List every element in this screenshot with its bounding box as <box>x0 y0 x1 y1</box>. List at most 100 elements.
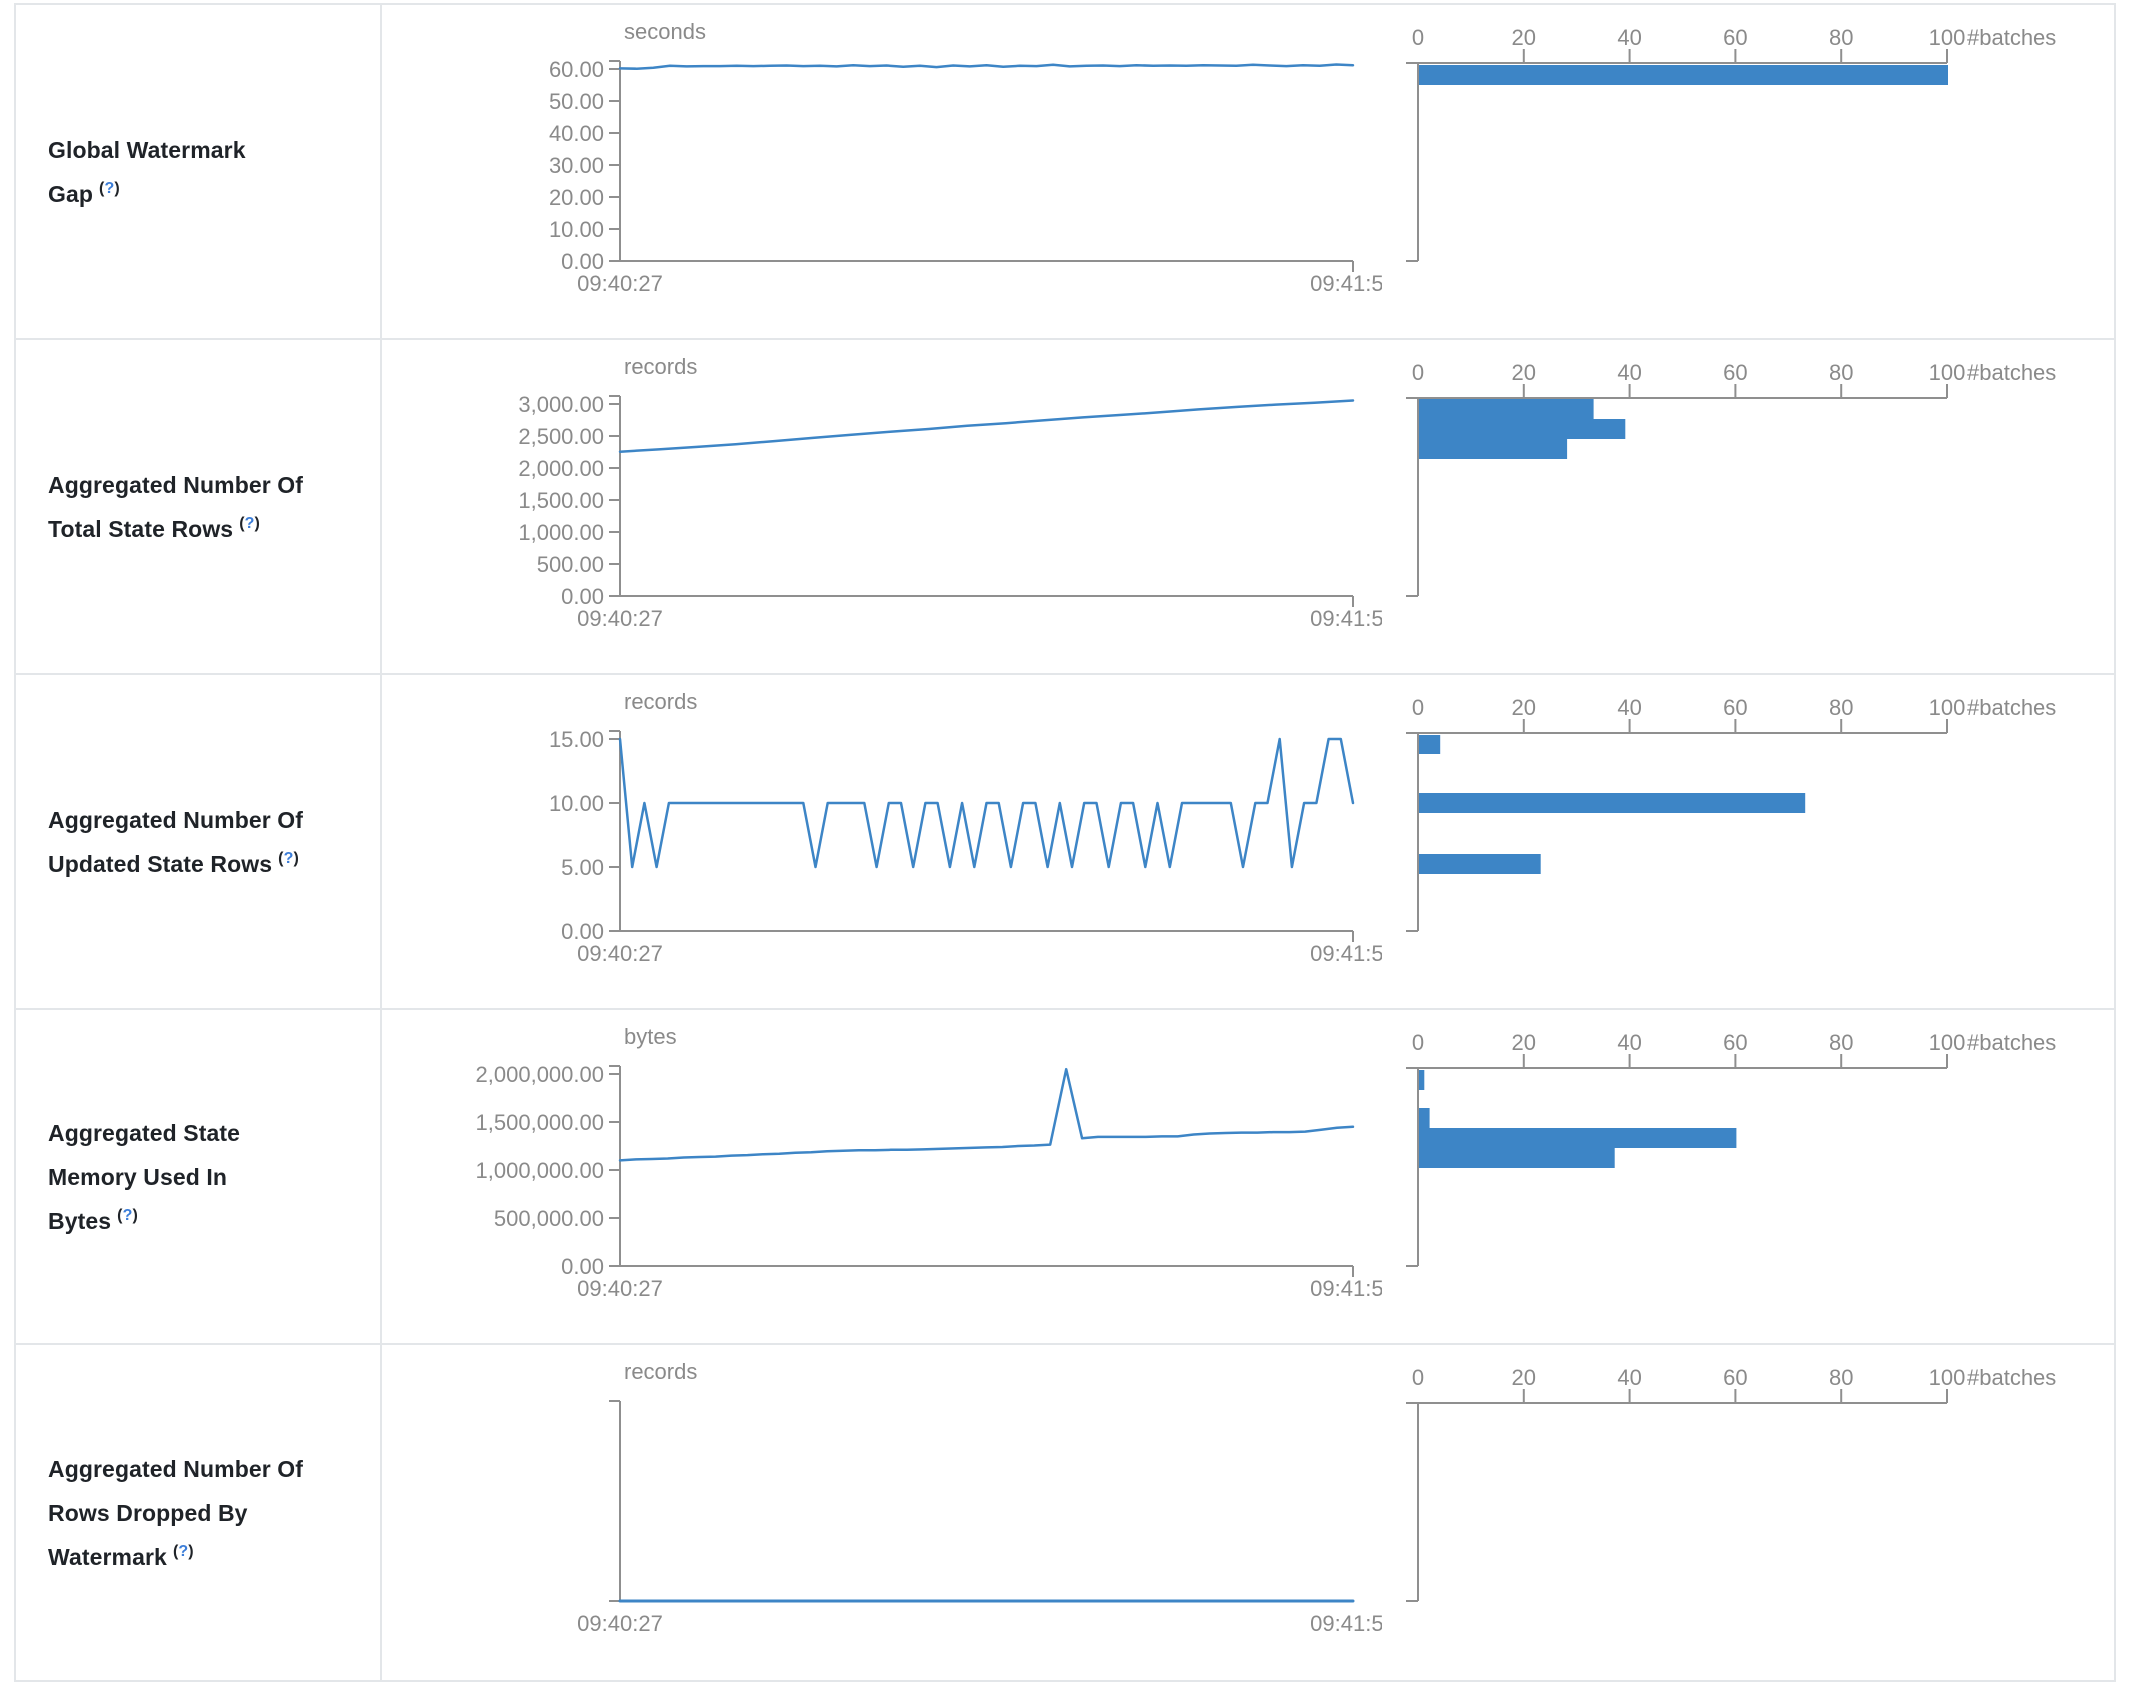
metric-charts-cell: records 3,000.00 2,500.00 2,000.00 1,500.00 1… <box>382 340 2114 673</box>
histogram-bar <box>1419 1108 1430 1128</box>
metric-label: Global Watermark Gap (?) <box>48 128 310 216</box>
x-start-label: 09:40:27 <box>577 1276 663 1301</box>
metric-label-cell: Global Watermark Gap (?) <box>16 5 382 338</box>
help-paren-close: ) <box>188 1542 194 1560</box>
histogram-bar <box>1419 419 1626 439</box>
histogram-bar <box>1419 854 1541 874</box>
metric-label-text: Global Watermark Gap <box>48 136 246 207</box>
y-tick-label: 40.00 <box>549 121 604 146</box>
x-start-label: 09:40:27 <box>577 941 663 966</box>
batches-tick-label: 0 <box>1412 695 1424 720</box>
metric-label-text: Aggregated State Memory Used In Bytes <box>48 1119 241 1234</box>
help-question-icon[interactable]: ? <box>178 1542 189 1560</box>
x-start-label: 09:40:27 <box>577 271 663 296</box>
batches-tick-label: 20 <box>1512 25 1536 50</box>
x-start-label: 09:40:27 <box>577 1611 663 1636</box>
histogram-bar <box>1419 793 1806 813</box>
y-tick-label: 20.00 <box>549 185 604 210</box>
y-tick-label: 2,000,000.00 <box>476 1062 604 1087</box>
y-tick-label: 30.00 <box>549 153 604 178</box>
unit-label: records <box>624 354 697 379</box>
series-line <box>618 737 1355 869</box>
help-question-icon[interactable]: ? <box>283 849 294 867</box>
unit-label: seconds <box>624 19 706 44</box>
x-end-label: 09:41:56 <box>1310 1611 1382 1636</box>
batches-tick-label: 40 <box>1617 1365 1641 1390</box>
y-tick-label: 10.00 <box>549 217 604 242</box>
metric-charts-cell: records 15.00 10.00 5.00 0.00 09:40:27 09:41:5… <box>382 675 2114 1008</box>
y-tick-label: 5.00 <box>561 855 604 880</box>
batches-tick-label: 20 <box>1512 360 1536 385</box>
timeline-chart: seconds 60.00 50.00 40.00 30.00 20.00 10.00 0.0… <box>549 19 1382 296</box>
timeline-chart: bytes 2,000,000.00 1,500,000.00 1,000,000.0… <box>476 1024 1382 1301</box>
batches-tick-label: 80 <box>1829 695 1853 720</box>
help-question-icon[interactable]: ? <box>122 1206 133 1224</box>
batches-axis-label: #batches <box>1967 1030 2056 1055</box>
help-paren-open: ( <box>278 849 284 867</box>
help-link[interactable]: (?) <box>117 1207 138 1224</box>
histogram-chart: 0 20 40 60 80 100 #batches <box>1406 360 2056 597</box>
metric-label-cell: Aggregated State Memory Used In Bytes (?) <box>16 1010 382 1343</box>
histogram-bar <box>1419 1148 1615 1168</box>
x-end-label: 09:41:56 <box>1310 941 1382 966</box>
batches-tick-label: 40 <box>1617 25 1641 50</box>
x-end-label: 09:41:56 <box>1310 1276 1382 1301</box>
batches-tick-label: 100 <box>1929 25 1966 50</box>
x-end-label: 09:41:56 <box>1310 606 1382 631</box>
y-tick-label: 500,000.00 <box>494 1206 604 1231</box>
x-start-label: 09:40:27 <box>577 606 663 631</box>
metric-charts-cell: records 09:40:27 09:41:56 0 20 40 60 80 100#bat… <box>382 1345 2114 1680</box>
help-link[interactable]: (?) <box>99 180 120 197</box>
metric-label-text: Aggregated Number Of Updated State Rows <box>48 806 304 877</box>
batches-tick-label: 100 <box>1929 1365 1966 1390</box>
y-tick-label: 50.00 <box>549 89 604 114</box>
batches-tick-label: 100 <box>1929 1030 1966 1055</box>
help-paren-close: ) <box>114 179 120 197</box>
metric-label-text: Aggregated Number Of Total State Rows <box>48 471 304 542</box>
batches-tick-label: 60 <box>1723 1030 1747 1055</box>
unit-label: records <box>624 1359 697 1384</box>
x-end-label: 09:41:56 <box>1310 271 1382 296</box>
help-link[interactable]: (?) <box>239 515 260 532</box>
batches-axis-label: #batches <box>1967 1365 2056 1390</box>
histogram-chart: 0 20 40 60 80 100 #batches <box>1406 1365 2056 1602</box>
series-line <box>618 1067 1355 1162</box>
help-paren-open: ( <box>172 1542 179 1560</box>
batches-tick-label: 0 <box>1412 1030 1424 1055</box>
metric-label: Aggregated Number Of Rows Dropped By Wat… <box>48 1447 310 1579</box>
y-tick-label: 15.00 <box>549 727 604 752</box>
y-tick-label: 0.00 <box>561 584 604 609</box>
help-paren-open: ( <box>239 514 245 532</box>
batches-tick-label: 20 <box>1512 1030 1536 1055</box>
y-tick-label: 0.00 <box>561 919 604 944</box>
metric-label-cell: Aggregated Number Of Total State Rows (?) <box>16 340 382 673</box>
histogram-bar <box>1419 1128 1737 1148</box>
help-paren-open: ( <box>117 1206 123 1224</box>
histogram-chart: 0 20 40 60 80 100 #batches <box>1406 1030 2056 1267</box>
batches-tick-label: 60 <box>1723 25 1747 50</box>
unit-label: records <box>624 689 697 714</box>
streaming-metrics-table: Global Watermark Gap (?) seconds 60.00 50.0… <box>14 3 2116 1682</box>
help-link[interactable]: (?) <box>173 1543 194 1560</box>
batches-tick-label: 80 <box>1829 360 1853 385</box>
help-link[interactable]: (?) <box>278 850 299 867</box>
y-tick-label: 1,000,000.00 <box>476 1158 604 1183</box>
y-tick-label: 500.00 <box>537 552 604 577</box>
help-question-icon[interactable]: ? <box>104 179 115 197</box>
batches-tick-label: 0 <box>1412 1365 1424 1390</box>
metric-charts-cell: seconds 60.00 50.00 40.00 30.00 20.00 10.00 0.0… <box>382 5 2114 338</box>
histogram-bar <box>1419 399 1594 419</box>
y-tick-label: 10.00 <box>549 791 604 816</box>
batches-tick-label: 40 <box>1617 1030 1641 1055</box>
batches-axis-label: #batches <box>1967 25 2056 50</box>
timeline-chart: records 3,000.00 2,500.00 2,000.00 1,500.00 1… <box>518 354 1382 631</box>
histogram-bar <box>1419 439 1568 459</box>
batches-tick-label: 20 <box>1512 1365 1536 1390</box>
histogram-chart: 0 20 40 60 80 100 #batches <box>1406 25 2056 262</box>
histogram-bar <box>1419 735 1441 754</box>
metric-charts-cell: bytes 2,000,000.00 1,500,000.00 1,000,000.0… <box>382 1010 2114 1343</box>
y-tick-label: 3,000.00 <box>518 392 604 417</box>
batches-tick-label: 60 <box>1723 1365 1747 1390</box>
help-question-icon[interactable]: ? <box>244 514 255 532</box>
